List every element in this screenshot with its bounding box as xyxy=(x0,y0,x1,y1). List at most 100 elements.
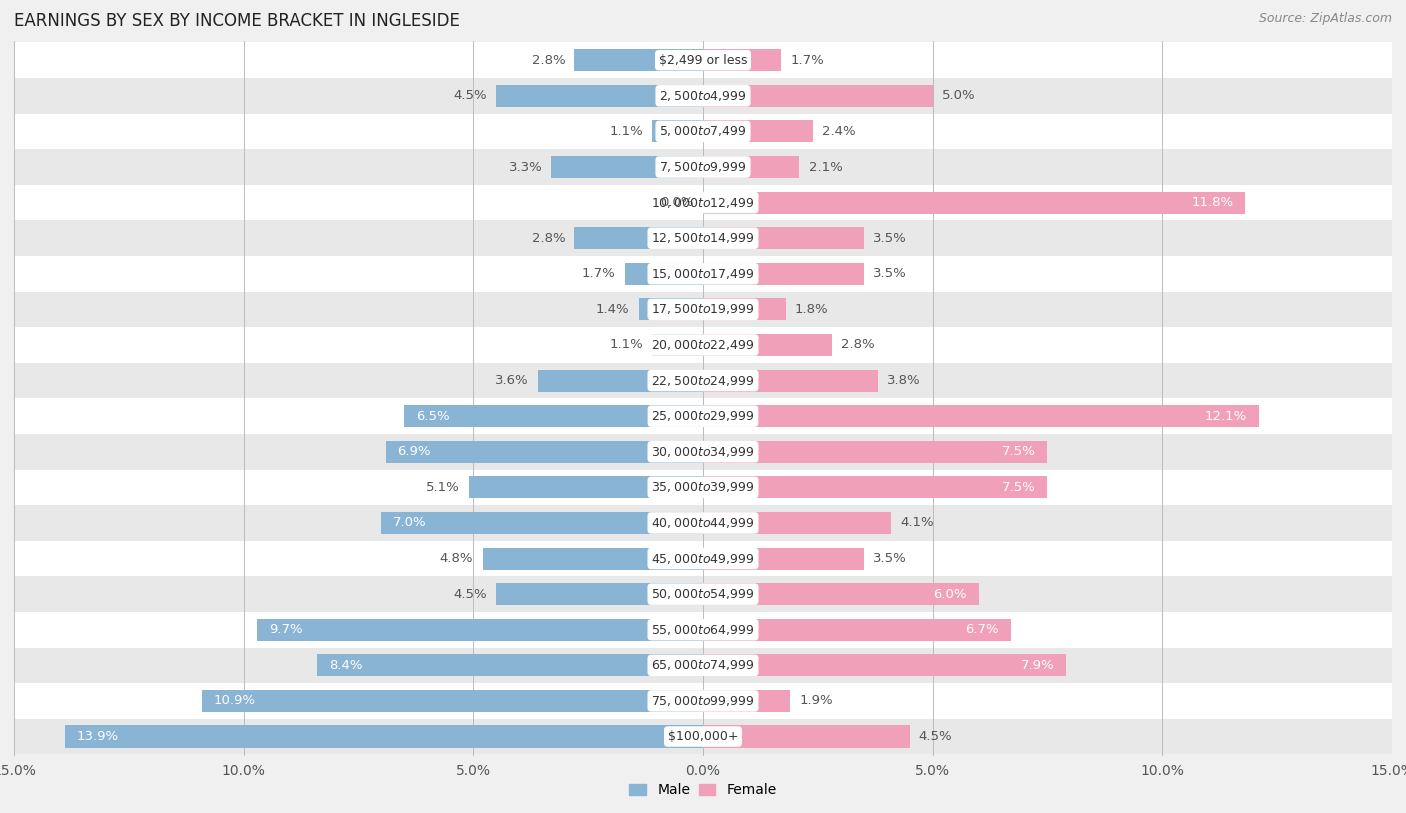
Text: 3.5%: 3.5% xyxy=(873,552,907,565)
Text: 8.4%: 8.4% xyxy=(329,659,363,672)
Bar xyxy=(703,654,1066,676)
Text: 4.5%: 4.5% xyxy=(454,588,486,601)
Text: 11.8%: 11.8% xyxy=(1191,196,1233,209)
Bar xyxy=(14,42,1392,78)
Text: 7.5%: 7.5% xyxy=(1002,480,1036,493)
Bar xyxy=(652,334,703,356)
Bar xyxy=(703,619,1011,641)
Text: 5.0%: 5.0% xyxy=(942,89,976,102)
Bar xyxy=(14,220,1392,256)
Text: $25,000 to $29,999: $25,000 to $29,999 xyxy=(651,409,755,424)
Text: $40,000 to $44,999: $40,000 to $44,999 xyxy=(651,516,755,530)
Text: 6.9%: 6.9% xyxy=(398,446,432,459)
Bar xyxy=(14,612,1392,647)
Bar xyxy=(318,654,703,676)
Text: 1.4%: 1.4% xyxy=(596,303,630,316)
Bar xyxy=(405,405,703,427)
Text: 4.5%: 4.5% xyxy=(454,89,486,102)
Text: 2.1%: 2.1% xyxy=(808,160,842,173)
Text: 6.5%: 6.5% xyxy=(416,410,450,423)
Text: 2.8%: 2.8% xyxy=(841,338,875,351)
Bar xyxy=(703,334,831,356)
Bar xyxy=(14,185,1392,220)
Text: $35,000 to $39,999: $35,000 to $39,999 xyxy=(651,480,755,494)
Text: $75,000 to $99,999: $75,000 to $99,999 xyxy=(651,694,755,708)
Text: 10.9%: 10.9% xyxy=(214,694,256,707)
Bar xyxy=(14,150,1392,185)
Text: $55,000 to $64,999: $55,000 to $64,999 xyxy=(651,623,755,637)
Bar xyxy=(14,647,1392,683)
Bar xyxy=(703,227,863,250)
Text: 1.8%: 1.8% xyxy=(794,303,828,316)
Bar xyxy=(652,120,703,142)
Text: 4.1%: 4.1% xyxy=(900,516,934,529)
Text: 2.8%: 2.8% xyxy=(531,54,565,67)
Text: $2,500 to $4,999: $2,500 to $4,999 xyxy=(659,89,747,102)
Bar xyxy=(575,50,703,72)
Bar xyxy=(703,156,800,178)
Bar xyxy=(703,547,863,570)
Bar xyxy=(14,505,1392,541)
Bar xyxy=(14,434,1392,470)
Legend: Male, Female: Male, Female xyxy=(624,778,782,802)
Text: 3.5%: 3.5% xyxy=(873,267,907,280)
Bar xyxy=(14,292,1392,327)
Bar xyxy=(14,114,1392,150)
Bar xyxy=(14,327,1392,363)
Bar xyxy=(703,405,1258,427)
Bar xyxy=(468,476,703,498)
Text: $5,000 to $7,499: $5,000 to $7,499 xyxy=(659,124,747,138)
Bar xyxy=(537,370,703,392)
Text: 1.7%: 1.7% xyxy=(582,267,616,280)
Bar xyxy=(703,725,910,747)
Text: 6.0%: 6.0% xyxy=(934,588,967,601)
Text: $7,500 to $9,999: $7,500 to $9,999 xyxy=(659,160,747,174)
Bar xyxy=(482,547,703,570)
Bar xyxy=(703,263,863,285)
Text: 5.1%: 5.1% xyxy=(426,480,460,493)
Text: 1.1%: 1.1% xyxy=(610,125,644,138)
Bar xyxy=(703,85,932,107)
Text: $15,000 to $17,499: $15,000 to $17,499 xyxy=(651,267,755,280)
Bar xyxy=(703,583,979,605)
Text: 0.0%: 0.0% xyxy=(661,196,693,209)
Text: $50,000 to $54,999: $50,000 to $54,999 xyxy=(651,587,755,601)
Bar xyxy=(496,85,703,107)
Text: 12.1%: 12.1% xyxy=(1205,410,1247,423)
Bar xyxy=(14,719,1392,754)
Bar xyxy=(703,192,1244,214)
Text: 4.8%: 4.8% xyxy=(440,552,474,565)
Bar xyxy=(496,583,703,605)
Text: 7.5%: 7.5% xyxy=(1002,446,1036,459)
Bar xyxy=(703,512,891,534)
Text: $12,500 to $14,999: $12,500 to $14,999 xyxy=(651,231,755,246)
Bar xyxy=(14,398,1392,434)
Bar xyxy=(703,476,1047,498)
Bar xyxy=(551,156,703,178)
Bar xyxy=(575,227,703,250)
Bar xyxy=(14,541,1392,576)
Text: $100,000+: $100,000+ xyxy=(668,730,738,743)
Text: $30,000 to $34,999: $30,000 to $34,999 xyxy=(651,445,755,459)
Text: $20,000 to $22,499: $20,000 to $22,499 xyxy=(651,338,755,352)
Text: $2,499 or less: $2,499 or less xyxy=(659,54,747,67)
Bar xyxy=(14,683,1392,719)
Text: $65,000 to $74,999: $65,000 to $74,999 xyxy=(651,659,755,672)
Bar xyxy=(624,263,703,285)
Text: 1.9%: 1.9% xyxy=(800,694,834,707)
Text: 7.9%: 7.9% xyxy=(1021,659,1054,672)
Text: 3.8%: 3.8% xyxy=(887,374,921,387)
Text: $45,000 to $49,999: $45,000 to $49,999 xyxy=(651,551,755,566)
Text: 2.4%: 2.4% xyxy=(823,125,856,138)
Text: 2.8%: 2.8% xyxy=(531,232,565,245)
Text: 3.3%: 3.3% xyxy=(509,160,543,173)
Bar xyxy=(638,298,703,320)
Bar xyxy=(14,470,1392,505)
Bar xyxy=(202,690,703,712)
Bar xyxy=(65,725,703,747)
Bar xyxy=(703,690,790,712)
Text: $17,500 to $19,999: $17,500 to $19,999 xyxy=(651,302,755,316)
Bar xyxy=(703,370,877,392)
Bar xyxy=(703,441,1047,463)
Bar xyxy=(703,298,786,320)
